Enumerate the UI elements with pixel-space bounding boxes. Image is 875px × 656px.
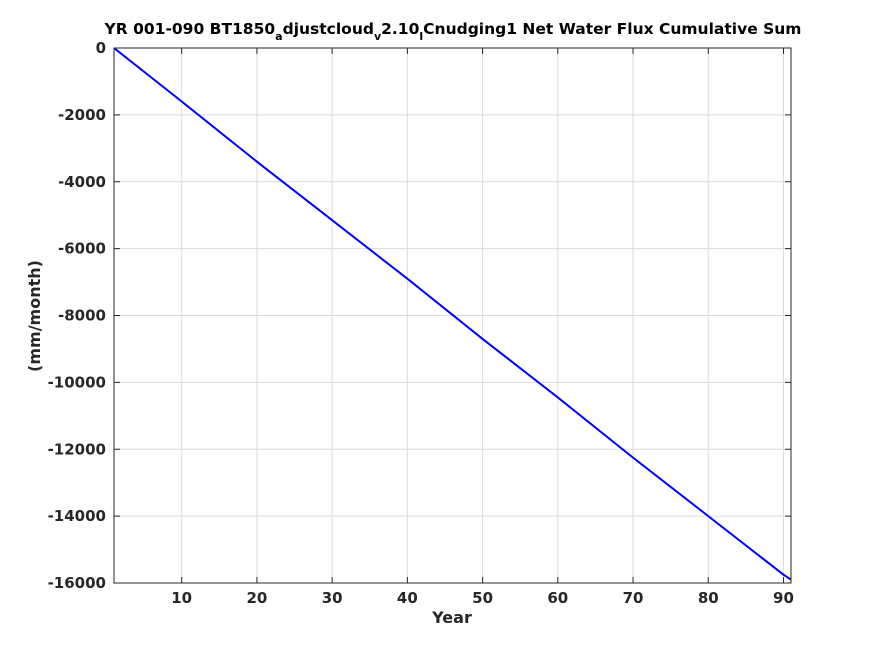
y-tick-label: -8000 bbox=[58, 307, 106, 325]
y-tick-label: -12000 bbox=[48, 440, 106, 458]
y-tick-label: 0 bbox=[96, 39, 106, 57]
chart-title: YR 001-090 BT1850adjustcloudv2.10lCnudgi… bbox=[104, 20, 802, 43]
title-part: 2.10 bbox=[381, 20, 419, 38]
x-axis-label: Year bbox=[431, 608, 472, 627]
y-tick-label: -16000 bbox=[48, 574, 106, 592]
x-tick-label: 70 bbox=[623, 589, 644, 607]
x-tick-label: 80 bbox=[698, 589, 719, 607]
x-tick-label: 90 bbox=[773, 589, 794, 607]
title-part: Cnudging1 Net Water Flux Cumulative Sum bbox=[423, 20, 801, 38]
y-axis-ticks: 0 -2000 -4000 -6000 -8000 -10000 -12000 -14000 -… bbox=[48, 39, 791, 592]
x-tick-label: 60 bbox=[547, 589, 568, 607]
x-tick-label: 30 bbox=[322, 589, 343, 607]
title-part: djustcloud bbox=[283, 20, 374, 38]
x-tick-label: 50 bbox=[472, 589, 493, 607]
x-axis-ticks: 10 20 30 40 50 60 70 80 90 bbox=[171, 48, 794, 607]
y-tick-label: -4000 bbox=[58, 173, 106, 191]
y-tick-label: -10000 bbox=[48, 373, 106, 391]
y-axis-label: (mm/month) bbox=[25, 260, 44, 372]
x-tick-label: 10 bbox=[171, 589, 192, 607]
y-tick-label: -14000 bbox=[48, 507, 106, 525]
x-tick-label: 20 bbox=[246, 589, 267, 607]
series-group bbox=[113, 47, 792, 581]
x-tick-label: 40 bbox=[397, 589, 418, 607]
title-part: a bbox=[275, 30, 282, 43]
title-part: YR 001-090 BT1850 bbox=[104, 20, 276, 38]
y-tick-label: -2000 bbox=[58, 106, 106, 124]
title-part: l bbox=[419, 30, 423, 43]
y-tick-label: -6000 bbox=[58, 240, 106, 258]
series-line bbox=[113, 47, 792, 581]
title-part: v bbox=[374, 30, 382, 43]
